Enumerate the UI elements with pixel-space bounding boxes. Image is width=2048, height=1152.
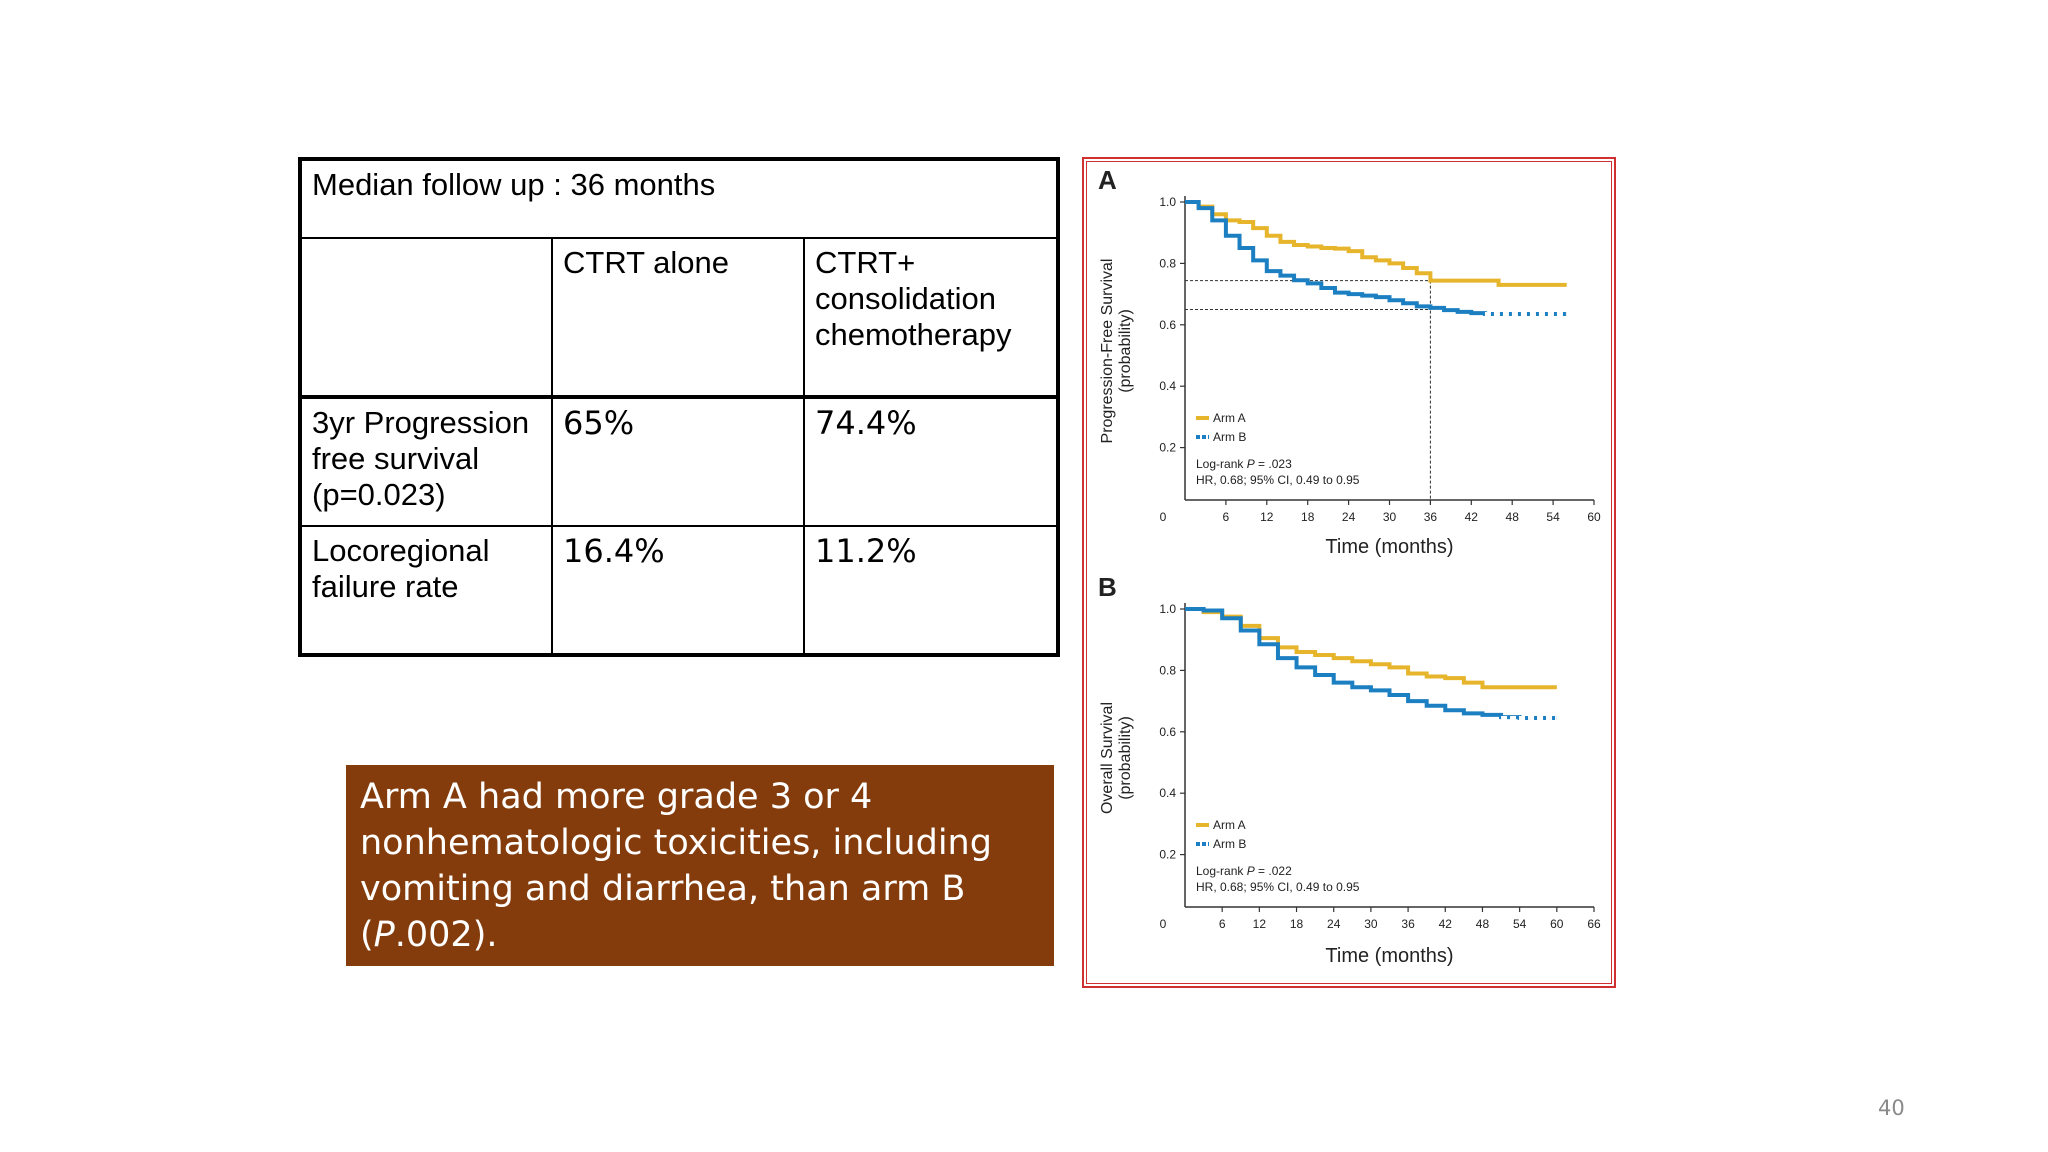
- row-label-locoregional: Locoregional failure rate: [299, 525, 553, 656]
- y-tick-label: 0.6: [1159, 318, 1176, 332]
- logrank-text: Log-rank P = .023: [1196, 457, 1292, 471]
- x-tick-label: 18: [1301, 510, 1315, 524]
- x-tick-label: 36: [1424, 510, 1438, 524]
- column-header-ctrt-consolidation: CTRT+ consolidation chemotherapy: [802, 237, 1060, 398]
- x-tick-label: 24: [1327, 917, 1341, 931]
- note-line: Arm A had more grade 3 or 4: [360, 777, 873, 817]
- column-header-line: chemotherapy: [815, 317, 1012, 352]
- logrank-prefix: Log-rank: [1196, 457, 1247, 471]
- y-tick-label: 0.6: [1159, 725, 1176, 739]
- row-label-pfs: 3yr Progression free survival (p=0.023): [299, 395, 553, 527]
- y-axis-label-line: (probability): [1117, 309, 1134, 393]
- cell-pfs-ctrt-consolidation: 74.4%: [802, 395, 1060, 527]
- logrank-value: = .023: [1255, 457, 1292, 471]
- column-header-line: consolidation: [815, 281, 996, 316]
- table-empty-cell: [299, 237, 553, 398]
- row-label-line: (p=0.023): [312, 477, 446, 512]
- logrank-text: Log-rank P = .022: [1196, 864, 1292, 878]
- legend-label: Arm A: [1213, 818, 1246, 832]
- y-axis-label: Overall Survival(probability): [1099, 702, 1134, 814]
- logrank-p: P: [1247, 457, 1255, 471]
- y-tick-label: 0.2: [1159, 441, 1176, 455]
- y-tick-label: 0.8: [1159, 663, 1176, 677]
- column-header-ctrt-alone: CTRT alone: [551, 237, 805, 398]
- note-line-last: (P.002).: [360, 912, 1040, 958]
- legend-label: Arm A: [1213, 411, 1246, 425]
- legend-label: Arm B: [1213, 837, 1246, 851]
- x-tick-label: 66: [1587, 917, 1601, 931]
- logrank-prefix: Log-rank: [1196, 864, 1247, 878]
- cell-pfs-ctrt-alone: 65%: [551, 395, 805, 527]
- x-tick-label: 6: [1223, 510, 1230, 524]
- x-tick-label: 18: [1290, 917, 1304, 931]
- row-label-line: 3yr Progression: [312, 405, 530, 440]
- hazard-ratio-text: HR, 0.68; 95% CI, 0.49 to 0.95: [1196, 880, 1360, 894]
- note-line: vomiting and diarrhea, than arm B: [360, 869, 966, 909]
- y-axis-label: Progression-Free Survival(probability): [1099, 259, 1134, 444]
- y-axis-label-line: (probability): [1117, 716, 1134, 800]
- x-tick-label: 12: [1260, 510, 1274, 524]
- x-tick-label: 42: [1439, 917, 1453, 931]
- row-label-line: free survival: [312, 441, 480, 476]
- panel-letter: A: [1098, 165, 1117, 195]
- note-p-italic: P: [373, 915, 395, 955]
- y-tick-label: 1.0: [1159, 195, 1176, 209]
- y-tick-label: 0.2: [1159, 848, 1176, 862]
- x-tick-label: 54: [1546, 510, 1560, 524]
- y-tick-label: 1.0: [1159, 602, 1176, 616]
- table-row: 3yr Progression free survival (p=0.023) …: [299, 395, 1060, 527]
- cell-lrf-ctrt-consolidation: 11.2%: [802, 525, 1060, 656]
- logrank-value: = .022: [1255, 864, 1292, 878]
- axis-zero-label: 0: [1160, 510, 1167, 524]
- series-line-arm-a: [1185, 200, 1567, 287]
- table-column-header-row: CTRT alone CTRT+ consolidation chemother…: [299, 237, 1060, 398]
- x-tick-label: 6: [1219, 917, 1226, 931]
- km-panel-b: B 0.2 0.4 0.6 0.8 1.0 0 6 12 18 24 30 36 42 48 54 60 66 Ti…: [1098, 572, 1601, 967]
- series-line-arm-b: [1185, 607, 1557, 720]
- series-line-arm-b: [1185, 200, 1567, 317]
- y-tick-label: 0.4: [1159, 379, 1176, 393]
- logrank-p: P: [1247, 864, 1255, 878]
- cell-lrf-ctrt-alone: 16.4%: [551, 525, 805, 656]
- x-tick-label: 48: [1476, 917, 1490, 931]
- panel-letter: B: [1098, 572, 1117, 602]
- toxicity-note-box: Arm A had more grade 3 or 4 nonhematolog…: [346, 765, 1054, 966]
- y-tick-label: 0.4: [1159, 786, 1176, 800]
- x-tick-label: 24: [1342, 510, 1356, 524]
- x-tick-label: 54: [1513, 917, 1527, 931]
- x-tick-label: 30: [1364, 917, 1378, 931]
- x-tick-label: 36: [1401, 917, 1415, 931]
- results-table: Median follow up : 36 months CTRT alone …: [298, 157, 1061, 657]
- hazard-ratio-text: HR, 0.68; 95% CI, 0.49 to 0.95: [1196, 473, 1360, 487]
- x-tick-label: 60: [1550, 917, 1564, 931]
- y-axis-label-line: Overall Survival: [1099, 702, 1116, 814]
- note-open-paren: (: [360, 915, 374, 955]
- x-tick-label: 60: [1587, 510, 1601, 524]
- x-tick-label: 12: [1253, 917, 1267, 931]
- km-figure-frame: A 0.2 0.4 0.6 0.8 1.0 0 6 12 18 24 30 36 42 48 54 60 Time…: [1082, 157, 1616, 988]
- x-tick-label: 48: [1506, 510, 1520, 524]
- row-label-line: failure rate: [312, 569, 459, 604]
- y-axis-label-line: Progression-Free Survival: [1099, 259, 1116, 444]
- km-figure: A0.20.40.60.81.00 6 12 18 24 30 36 42 48 54 60Time…: [1098, 165, 1601, 967]
- page-number: 40: [1878, 1096, 1905, 1120]
- table-header-row: Median follow up : 36 months: [298, 158, 1060, 239]
- x-tick-label: 30: [1383, 510, 1397, 524]
- note-line: nonhematologic toxicities, including: [360, 823, 992, 863]
- column-header-line: CTRT+: [815, 245, 916, 280]
- x-axis-label: Time (months): [1325, 536, 1453, 558]
- legend-label: Arm B: [1213, 430, 1246, 444]
- table-header-cell: Median follow up : 36 months: [298, 158, 1060, 239]
- note-p-value: .002).: [394, 915, 498, 955]
- table-row: Locoregional failure rate 16.4% 11.2%: [299, 525, 1060, 656]
- axis-zero-label: 0: [1160, 917, 1167, 931]
- km-panel-a: A 0.2 0.4 0.6 0.8 1.0 0 6 12 18 24 30 36 42 48 54 60 Time…: [1098, 165, 1601, 558]
- x-tick-label: 42: [1465, 510, 1479, 524]
- x-axis-label: Time (months): [1325, 945, 1453, 967]
- row-label-line: Locoregional: [312, 533, 490, 568]
- y-tick-label: 0.8: [1159, 256, 1176, 270]
